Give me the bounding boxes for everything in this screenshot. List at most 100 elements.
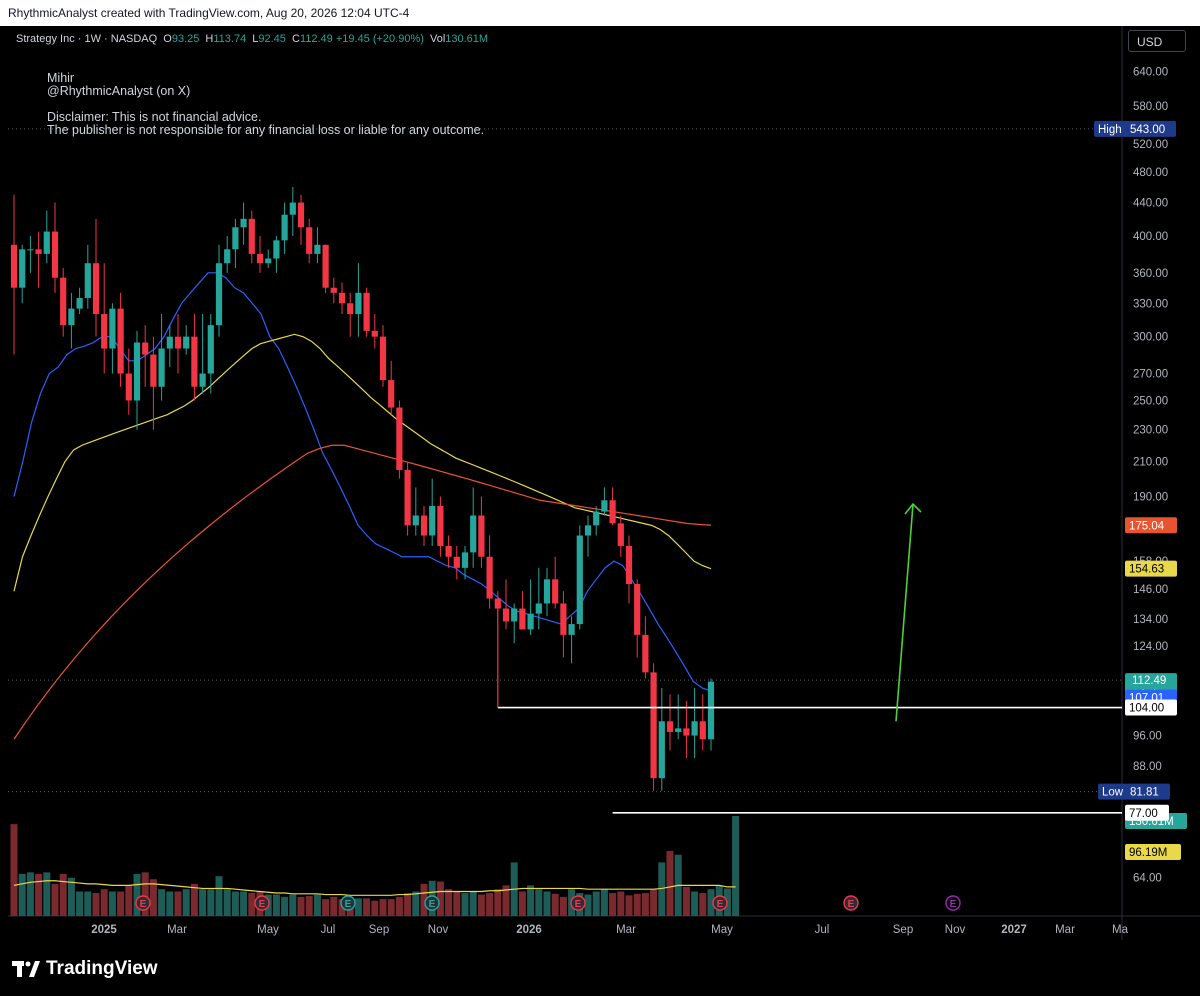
candle-body bbox=[478, 515, 485, 557]
volume-bar bbox=[59, 873, 67, 916]
volume-bar bbox=[551, 893, 559, 916]
volume-bar bbox=[379, 899, 387, 916]
earnings-marker[interactable]: E bbox=[712, 895, 728, 911]
candle-body bbox=[355, 292, 362, 315]
volume-bar bbox=[584, 894, 592, 916]
volume-bar bbox=[297, 896, 305, 916]
earnings-marker[interactable]: E bbox=[135, 895, 151, 911]
low-price-label: 81.81 bbox=[1130, 787, 1159, 799]
volume-bar bbox=[133, 873, 141, 916]
earnings-label: E bbox=[717, 899, 724, 910]
volume-bar bbox=[10, 824, 18, 916]
volume-bar bbox=[600, 889, 608, 916]
volume-bar bbox=[92, 893, 100, 916]
earnings-label: E bbox=[140, 899, 147, 910]
candle-body bbox=[224, 249, 231, 264]
footer bbox=[0, 940, 1200, 996]
close-value: 112.49 bbox=[299, 33, 333, 45]
high-tag: High bbox=[1098, 124, 1122, 136]
volume-bar bbox=[559, 896, 567, 916]
candle-body bbox=[240, 218, 247, 228]
volume-bar bbox=[313, 894, 321, 916]
candle-body bbox=[675, 728, 682, 732]
price-chart[interactable]: E E E E E E E E 640.00 580.00 520.00 480.00 440.00 40… bbox=[0, 26, 1200, 940]
candle-body bbox=[256, 253, 264, 264]
candle-body bbox=[486, 556, 493, 599]
candle-body bbox=[650, 672, 657, 779]
low-price-label-bg bbox=[1126, 783, 1170, 800]
candle-body bbox=[666, 721, 674, 732]
volume-bar bbox=[682, 886, 690, 916]
price-tick-label: 230.00 bbox=[1133, 425, 1168, 437]
candle-body bbox=[330, 287, 337, 293]
earnings-marker[interactable]: E bbox=[254, 895, 270, 911]
volume-bar bbox=[18, 873, 26, 916]
volume-bar bbox=[732, 816, 740, 916]
candle-body bbox=[215, 263, 223, 326]
price-tick-label: 330.00 bbox=[1133, 298, 1168, 310]
volume-bar bbox=[453, 891, 461, 916]
volume-bar bbox=[420, 883, 428, 916]
time-tick-label: Mar bbox=[616, 924, 636, 936]
support-2-price-label-bg bbox=[1125, 804, 1169, 821]
volume-bar bbox=[617, 891, 625, 916]
volume-bar bbox=[199, 889, 207, 916]
candle-body bbox=[289, 202, 296, 215]
price-tick-label: 270.00 bbox=[1133, 369, 1168, 381]
earnings-circle bbox=[945, 895, 961, 911]
candle-body bbox=[27, 249, 34, 251]
candle-body bbox=[183, 336, 190, 349]
candle-body bbox=[552, 579, 559, 604]
volume-bar bbox=[305, 896, 313, 916]
earnings-circle bbox=[570, 895, 586, 911]
volume-bar bbox=[51, 883, 59, 916]
candle-body bbox=[68, 308, 75, 326]
candle-body bbox=[76, 298, 83, 309]
volume-bar bbox=[641, 893, 649, 916]
volume-bar bbox=[461, 893, 469, 916]
candle-body bbox=[363, 292, 370, 331]
candle-body bbox=[511, 608, 518, 622]
volume-bar bbox=[322, 899, 330, 916]
earnings-marker[interactable]: E bbox=[945, 895, 961, 911]
earnings-marker[interactable]: E bbox=[570, 895, 586, 911]
price-tick-label: 480.00 bbox=[1133, 167, 1168, 179]
earnings-marker[interactable]: E bbox=[843, 895, 859, 911]
volume-bar bbox=[330, 896, 338, 916]
ma-yellow-price-label: 154.63 bbox=[1129, 564, 1164, 576]
candle-body bbox=[625, 545, 633, 585]
disclaimer-line-2: The publisher is not responsible for any… bbox=[47, 123, 485, 137]
candle-body bbox=[593, 511, 600, 526]
volume-bar bbox=[289, 894, 297, 916]
tradingview-brand[interactable]: TradingView bbox=[12, 958, 158, 980]
volume-bar bbox=[371, 900, 379, 916]
volume-bar bbox=[117, 891, 125, 916]
currency-button[interactable]: USD bbox=[1128, 30, 1186, 52]
candle-body bbox=[699, 721, 706, 740]
volume-bar bbox=[699, 893, 707, 916]
open-key: O bbox=[163, 33, 172, 45]
time-tick-label: Mar bbox=[1055, 924, 1075, 936]
low-value: 92.45 bbox=[258, 33, 286, 45]
volume-bar bbox=[141, 872, 149, 916]
candle-body bbox=[453, 556, 460, 568]
volume-bar bbox=[182, 889, 190, 916]
volume-bar bbox=[248, 893, 256, 916]
symbol-label[interactable]: Strategy Inc · 1W · NASDAQ bbox=[16, 33, 158, 45]
high-tag-bg bbox=[1094, 120, 1128, 137]
time-tick-label: May bbox=[257, 924, 279, 936]
volume-bar bbox=[691, 891, 699, 916]
candle-body bbox=[51, 231, 59, 278]
price-tick-label: 64.00 bbox=[1133, 873, 1162, 885]
last-price-label: 112.49 bbox=[1132, 675, 1166, 687]
volume-bar bbox=[518, 891, 526, 916]
volume-bar bbox=[527, 885, 535, 916]
volume-bar bbox=[158, 889, 166, 916]
earnings-label: E bbox=[259, 899, 266, 910]
candle-body bbox=[371, 330, 378, 337]
candle-body bbox=[248, 218, 255, 254]
candle-body bbox=[142, 342, 149, 355]
earnings-marker[interactable]: E bbox=[424, 895, 440, 911]
earnings-marker[interactable]: E bbox=[340, 895, 356, 911]
price-tick-label: 96.00 bbox=[1133, 731, 1162, 743]
